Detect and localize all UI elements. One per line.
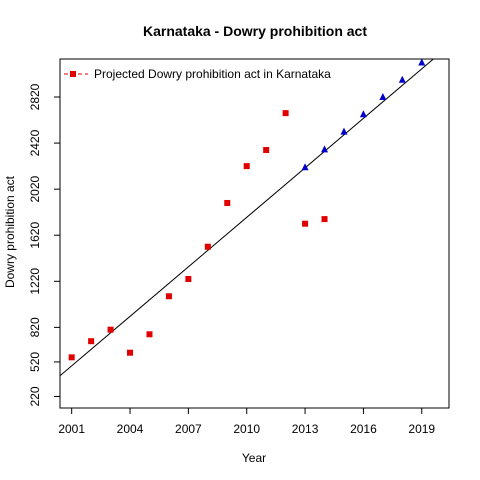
data-point-square [107,326,114,333]
data-point-triangle [321,145,329,153]
x-tick-label: 2019 [408,422,435,436]
data-point-square [185,275,192,282]
y-tick-label: 2820 [28,83,42,110]
y-tick-label: 1620 [28,222,42,249]
data-point-triangle [438,41,445,48]
y-tick-label: 1220 [28,268,42,295]
data-point-square [204,243,211,250]
legend-label: Projected Dowry prohibition act in Karna… [94,67,331,81]
data-point-square [243,163,250,170]
x-tick-label: 2010 [233,422,260,436]
legend: Projected Dowry prohibition act in Karna… [64,67,331,81]
y-tick-label: 2020 [28,175,42,202]
data-point-square [263,146,270,153]
data-point-triangle [379,93,387,101]
data-point-triangle [301,163,309,171]
data-point-square [224,199,231,206]
trend-line-group [60,59,435,377]
plot-frame [59,58,450,409]
data-point-square [68,354,75,361]
x-axis: 2001 2004 2007 2010 2013 2016 2019 [58,408,435,436]
data-point-square [282,110,289,117]
y-tick-label: 820 [28,317,42,337]
data-point-square [146,331,153,338]
data-point-square [302,220,309,227]
chart-title: Karnataka - Dowry prohibition act [143,23,367,39]
y-tick-label: 520 [28,352,42,372]
x-axis-label: Year [242,451,266,465]
data-point-triangle [418,59,426,66]
data-point-square [321,216,328,223]
data-point-square [165,293,172,300]
data-point-square [88,338,95,345]
y-tick-label: 220 [28,386,42,406]
data-point-triangle [398,75,406,83]
trend-line [60,59,435,377]
y-tick-label: 2420 [28,129,42,156]
legend-marker [70,71,76,77]
data-points [68,41,445,361]
data-point-triangle [340,127,348,135]
data-point-triangle [359,110,367,118]
y-axis-label: Dowry prohibition act [3,175,17,288]
y-axis: 220 520 820 1220 1620 2020 2420 2820 [28,83,60,406]
x-tick-label: 2004 [117,422,144,436]
x-tick-label: 2016 [350,422,377,436]
x-tick-label: 2013 [292,422,319,436]
data-point-square [127,349,134,356]
x-tick-label: 2001 [58,422,85,436]
x-tick-label: 2007 [175,422,202,436]
